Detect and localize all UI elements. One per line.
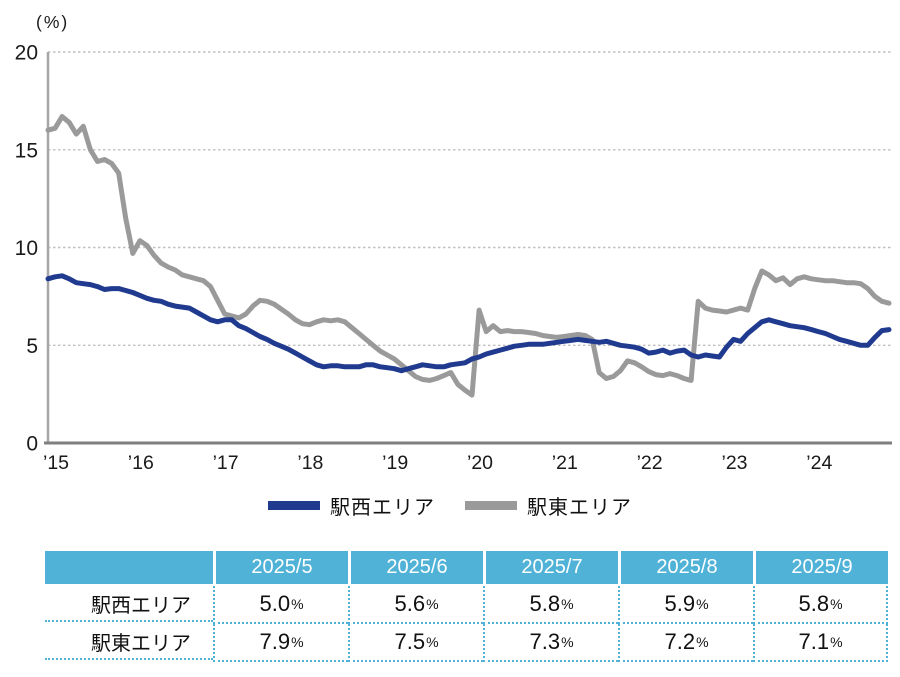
x-tick-label: ’21: [552, 452, 578, 474]
table-value-cell: 5.8%: [753, 586, 888, 624]
x-tick-label: ’17: [213, 452, 239, 474]
table-value-cell: 5.0%: [213, 586, 348, 624]
line-chart: 0 5 10 15 20 (%) ’15 ’16 ’17 ’18 ’19 ’20 ’21 ’22 ’23 ’2…: [15, 12, 892, 474]
table-value-cell: 5.6%: [348, 586, 483, 624]
west-line-swatch: [268, 500, 320, 510]
x-tick-label: ’22: [637, 452, 663, 474]
x-tick-label: ’23: [721, 452, 747, 474]
legend-item-west: 駅西エリア: [268, 491, 435, 520]
unit-label: (%): [36, 12, 69, 32]
west-area-line: [45, 273, 892, 374]
table-header-cell: 2025/8: [618, 551, 753, 584]
table-header-cell: 2025/6: [348, 551, 483, 584]
x-tick-label: ’19: [382, 452, 408, 474]
west-line-label: 駅西エリア: [330, 496, 435, 519]
y-tick-label: 20: [15, 42, 38, 65]
table-value-cell: 5.9%: [618, 586, 753, 624]
table-row-label: 駅西エリア: [45, 586, 213, 622]
forecast-table: 2025/5 2025/6 2025/7 2025/8 2025/9 駅西エリア 5.0% 5…: [45, 551, 888, 662]
table-value-cell: 7.2%: [618, 624, 753, 662]
x-tick-label: ’20: [467, 452, 493, 474]
east-line-label: 駅東エリア: [527, 496, 632, 519]
east-line-swatch: [465, 500, 517, 510]
table-value-cell: 7.3%: [483, 624, 618, 662]
x-tick-label: ’18: [297, 452, 323, 474]
table-value-cell: 7.5%: [348, 624, 483, 662]
table-row-label: 駅東エリア: [45, 624, 213, 660]
legend: 駅西エリア 駅東エリア: [0, 489, 900, 521]
table-header-cell: [45, 551, 213, 584]
x-tick-label: ’24: [806, 452, 832, 474]
y-tick-label: 10: [15, 237, 38, 260]
table-header-cell: 2025/9: [753, 551, 888, 584]
east-area-line: [45, 114, 892, 398]
table-value-cell: 7.9%: [213, 624, 348, 662]
x-tick-label: ’15: [43, 452, 69, 474]
y-tick-label: 5: [26, 335, 38, 358]
y-tick-label: 15: [15, 139, 38, 162]
legend-item-east: 駅東エリア: [465, 491, 632, 520]
table-value-cell: 5.8%: [483, 586, 618, 624]
y-tick-label: 0: [26, 433, 38, 456]
x-tick-label: ’16: [128, 452, 154, 474]
table-header-cell: 2025/7: [483, 551, 618, 584]
table-header-cell: 2025/5: [213, 551, 348, 584]
table-value-cell: 7.1%: [753, 624, 888, 662]
